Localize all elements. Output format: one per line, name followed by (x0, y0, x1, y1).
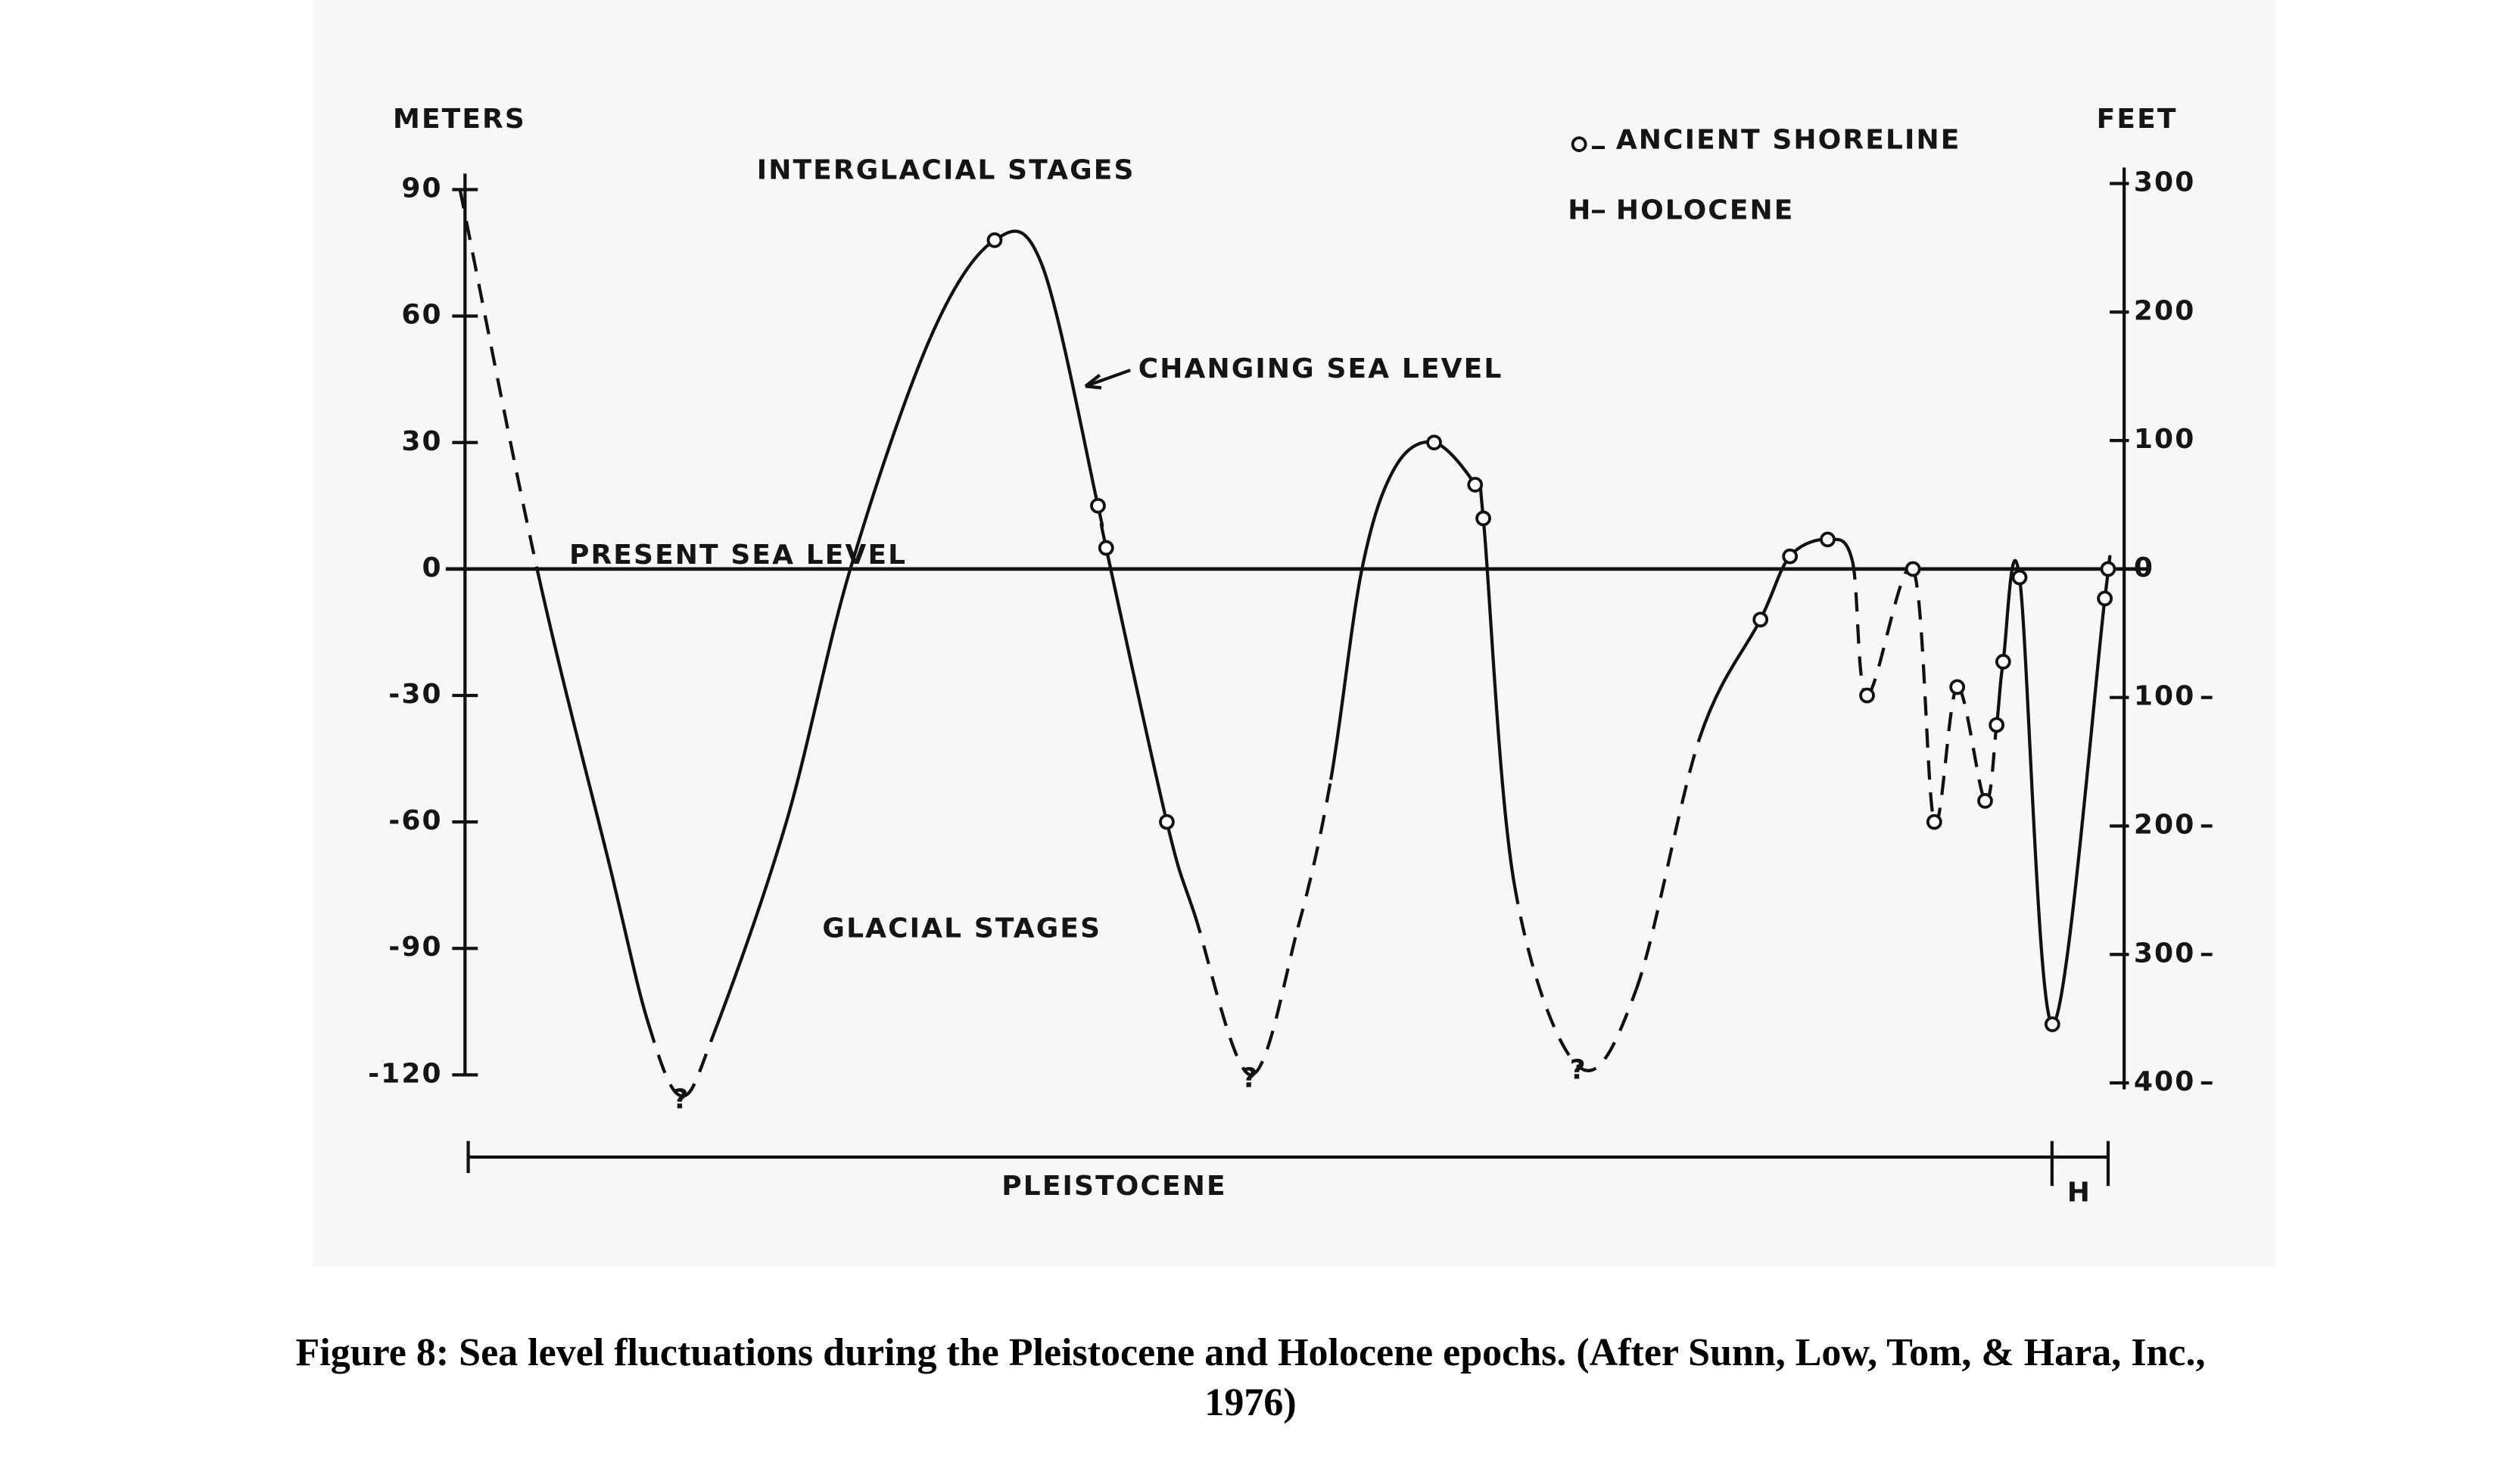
ancient-shoreline (1159, 814, 1175, 830)
sea-level-segment (1104, 547, 1169, 823)
y-axis-label: METERS (393, 104, 526, 135)
y2-tick-label: 400 (2134, 1066, 2196, 1097)
sea-level-segment (535, 568, 611, 865)
sea-level-segment (1040, 265, 1100, 506)
sea-level-segment (1577, 990, 1638, 1072)
ancient-shoreline (1977, 792, 1993, 809)
unknown-marker: ? (1570, 1055, 1587, 1086)
annotation: CHANGING SEA LEVEL (1138, 353, 1503, 384)
sea-level-segment (1329, 568, 1364, 780)
sea-level-segment (1911, 568, 1936, 823)
legend-label: HOLOCENE (1616, 195, 1795, 226)
ancient-shoreline (1859, 687, 1875, 704)
sea-level-segment (1096, 505, 1108, 549)
y2-tick-label: 300 (2134, 167, 2196, 198)
unknown-marker: ? (673, 1084, 690, 1115)
sea-level-segment (784, 568, 852, 823)
sea-level-segment (1296, 779, 1333, 928)
sea-level-segment (646, 1023, 682, 1098)
ancient-shoreline (1782, 548, 1799, 565)
annotation: GLACIAL STAGES (822, 913, 1101, 944)
y-tick-label: 90 (401, 173, 442, 204)
annotation: PRESENT SEA LEVEL (569, 540, 907, 571)
y2-tick-label: 100 (2134, 424, 2196, 455)
ancient-shoreline (1905, 561, 1921, 577)
y2-tick-label: 300 (2134, 938, 2196, 969)
sea-level-segment (849, 336, 933, 570)
ancient-shoreline (1752, 611, 1769, 628)
epoch-label: PLEISTOCENE (1001, 1171, 1226, 1202)
ancient-shoreline (2011, 569, 2028, 586)
sea-level-segment (712, 821, 788, 1034)
y-tick-label: 30 (401, 426, 442, 457)
sea-level-segment (929, 238, 996, 338)
ancient-shoreline (1475, 510, 1491, 527)
epoch-label: H (2067, 1178, 2091, 1209)
ancient-shoreline (986, 232, 1003, 248)
ancient-shoreline (2044, 1016, 2060, 1032)
unknown-marker: ? (1241, 1063, 1259, 1094)
ancient-shoreline (1426, 434, 1442, 451)
sea-level-segment (1634, 737, 1702, 991)
sea-level-segment (1165, 821, 1197, 916)
y2-axis-label: FEET (2097, 104, 2178, 135)
y-tick-label: 0 (422, 552, 443, 583)
legend-symbol (1571, 136, 1587, 152)
y2-tick-label: 100 (2134, 681, 2196, 712)
sea-level-segment (2051, 598, 2107, 1026)
y-tick-label: -60 (388, 805, 442, 836)
sea-level-segment (2017, 577, 2054, 1026)
figure-caption: Figure 8: Sea level fluctuations during … (295, 1331, 2206, 1424)
scan-background (313, 0, 2277, 1266)
ancient-shoreline (1989, 717, 2005, 733)
sea-level-segment (1360, 467, 1397, 570)
y-tick-label: -30 (388, 679, 442, 710)
ancient-shoreline (1090, 497, 1106, 514)
ancient-shoreline (1467, 477, 1484, 493)
sea-level-segment (1481, 518, 1516, 886)
sea-level-segment (607, 863, 650, 1025)
ancient-shoreline (2100, 561, 2116, 577)
sea-level-segment (1250, 926, 1300, 1077)
legend-label: ANCIENT SHORELINE (1616, 124, 1961, 155)
ancient-shoreline (1949, 679, 1966, 695)
y-tick-label: -120 (368, 1058, 443, 1089)
legend-symbol: H (1568, 195, 1592, 226)
y2-tick-label: 200 (2134, 295, 2196, 326)
ancient-shoreline (1995, 654, 2011, 670)
annotation-arrow (1084, 369, 1131, 390)
ancient-shoreline (1820, 531, 1836, 548)
sea-level-segment (1512, 885, 1580, 1068)
ancient-shoreline (1098, 540, 1114, 556)
y-tick-label: -90 (388, 932, 442, 963)
annotation: INTERGLACIAL STAGES (757, 155, 1135, 186)
sea-level-segment (1698, 618, 1762, 739)
y2-tick-label: 200 (2134, 809, 2196, 840)
ancient-shoreline (2097, 590, 2113, 607)
y-tick-label: 60 (401, 300, 442, 331)
sea-level-segment (2001, 558, 2022, 662)
sea-level-segment (1193, 913, 1251, 1077)
sea-level-segment (681, 1031, 716, 1098)
sea-level-segment (458, 189, 539, 570)
ancient-shoreline (1926, 814, 1942, 830)
